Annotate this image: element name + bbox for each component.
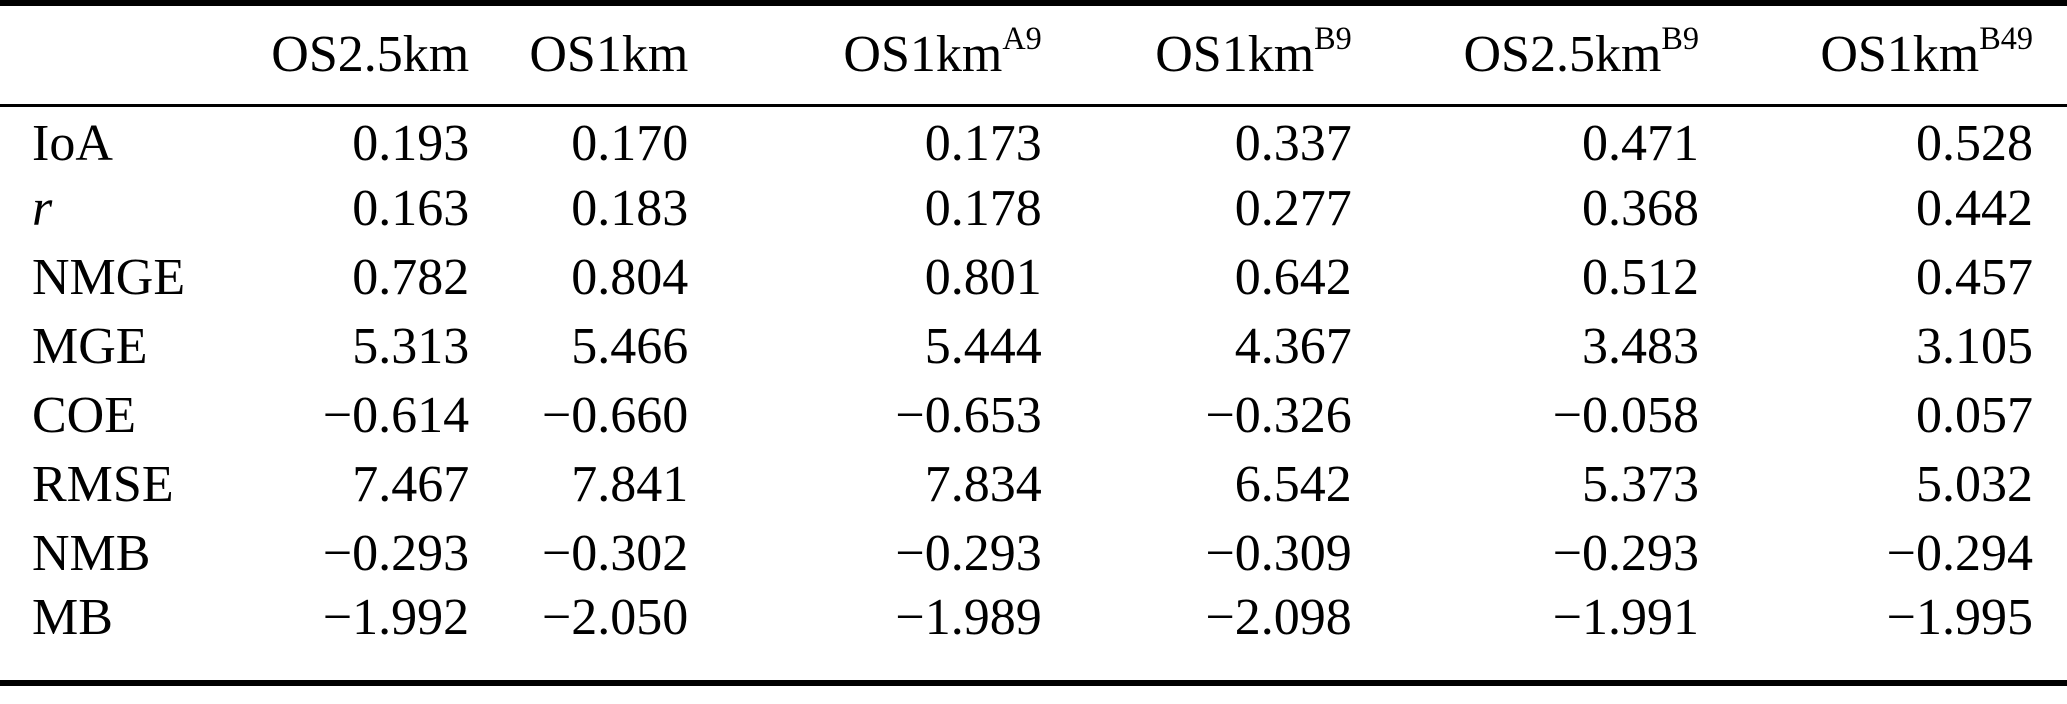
table-cell: 3.483	[1582, 318, 1700, 375]
table-cell: 0.178	[924, 180, 1042, 237]
table-cell: −0.302	[541, 525, 689, 582]
column-header-os1km-a9: OS1kmA9	[688, 3, 1041, 105]
table-cell: 5.466	[571, 318, 689, 375]
table-row-nmb: NMB −0.293 −0.302 −0.293 −0.309 −0.293 −…	[0, 519, 2067, 588]
table-cell: 3.105	[1916, 318, 2033, 375]
table-cell: 0.368	[1582, 180, 1700, 237]
table-cell: −1.995	[1886, 589, 2033, 646]
column-header-os2.5km: OS2.5km	[248, 3, 469, 105]
table-row-ioa: IoA 0.193 0.170 0.173 0.337 0.471 0.528	[0, 105, 2067, 174]
table-cell: −2.098	[1205, 589, 1352, 646]
column-header-superscript: B49	[1979, 20, 2033, 57]
table-cell: −0.058	[1552, 387, 1700, 444]
table-cell: 0.528	[1916, 114, 2033, 172]
table-cell: −0.309	[1205, 525, 1352, 582]
table-cell: 0.277	[1234, 180, 1352, 237]
table-cell: −0.293	[322, 525, 470, 582]
table-cell: −1.992	[322, 589, 470, 646]
table-cell: 7.467	[352, 456, 470, 513]
header-row: OS2.5km OS1km OS1kmA9 OS1kmB9 OS2.5kmB9 …	[0, 3, 2067, 105]
row-label: MGE	[32, 318, 148, 375]
table-cell: 0.782	[352, 249, 470, 306]
table-cell: 4.367	[1234, 318, 1352, 375]
column-header-os1km-b49: OS1kmB49	[1699, 3, 2067, 105]
column-header-label: OS2.5km	[1463, 26, 1662, 84]
table-cell: 0.801	[924, 249, 1042, 306]
row-label: IoA	[32, 114, 113, 172]
table-cell: 0.173	[924, 114, 1042, 172]
table-cell: −0.293	[895, 525, 1042, 582]
table-cell: 0.193	[352, 114, 470, 172]
table-row-r: r 0.163 0.183 0.178 0.277 0.368 0.442	[0, 174, 2067, 243]
column-header-os1km: OS1km	[469, 3, 688, 105]
table-cell: 5.032	[1916, 456, 2033, 513]
table-cell: −0.293	[1552, 525, 1700, 582]
table-cell: 0.163	[352, 180, 470, 237]
table-row-coe: COE −0.614 −0.660 −0.653 −0.326 −0.058 0…	[0, 381, 2067, 450]
table-cell: 0.512	[1582, 249, 1700, 306]
table-cell: 0.337	[1234, 114, 1352, 172]
table-cell: 5.444	[924, 318, 1042, 375]
table-cell: −0.294	[1886, 525, 2033, 582]
row-label: COE	[32, 387, 136, 444]
table-cell: 0.442	[1916, 180, 2033, 237]
column-header-os2.5km-b9: OS2.5kmB9	[1352, 3, 1699, 105]
table-cell: −2.050	[541, 589, 689, 646]
row-label: NMB	[32, 525, 151, 582]
table-cell: −0.653	[895, 387, 1042, 444]
table-cell: 0.804	[571, 249, 689, 306]
table-cell: −1.989	[895, 589, 1042, 646]
table-cell: 0.471	[1582, 114, 1700, 172]
row-label: r	[32, 180, 53, 237]
metrics-table: OS2.5km OS1km OS1kmA9 OS1kmB9 OS2.5kmB9 …	[0, 0, 2067, 686]
column-header-superscript: B9	[1314, 20, 1352, 57]
table-cell: 0.457	[1916, 249, 2033, 306]
table-cell: −0.326	[1205, 387, 1352, 444]
table-cell: 0.057	[1916, 387, 2033, 444]
column-header-label: OS1km	[529, 26, 689, 84]
table-cell: 0.183	[571, 180, 689, 237]
table-cell: 0.170	[571, 114, 689, 172]
row-label: NMGE	[32, 249, 186, 306]
column-header-superscript: B9	[1661, 20, 1700, 57]
table-cell: 5.313	[352, 318, 470, 375]
table-cell: 7.834	[924, 456, 1042, 513]
row-label: RMSE	[32, 456, 174, 513]
table-row-mge: MGE 5.313 5.466 5.444 4.367 3.483 3.105	[0, 312, 2067, 381]
table-cell: −1.991	[1552, 589, 1700, 646]
corner-cell	[0, 3, 248, 105]
table-cell: 6.542	[1234, 456, 1352, 513]
row-label: MB	[32, 589, 113, 646]
table-cell: 5.373	[1582, 456, 1700, 513]
column-header-label: OS1km	[1820, 26, 1980, 84]
table-cell: −0.660	[541, 387, 689, 444]
column-header-label: OS1km	[1155, 26, 1315, 84]
column-header-os1km-b9: OS1kmB9	[1042, 3, 1352, 105]
table-row-rmse: RMSE 7.467 7.841 7.834 6.542 5.373 5.032	[0, 450, 2067, 519]
table-cell: 7.841	[571, 456, 689, 513]
table-cell: −0.614	[322, 387, 470, 444]
column-header-superscript: A9	[1002, 20, 1042, 57]
table-cell: 0.642	[1234, 249, 1352, 306]
table-row-nmge: NMGE 0.782 0.804 0.801 0.642 0.512 0.457	[0, 243, 2067, 312]
column-header-label: OS1km	[843, 26, 1003, 84]
table-row-mb: MB −1.992 −2.050 −1.989 −2.098 −1.991 −1…	[0, 588, 2067, 683]
column-header-label: OS2.5km	[271, 26, 470, 84]
